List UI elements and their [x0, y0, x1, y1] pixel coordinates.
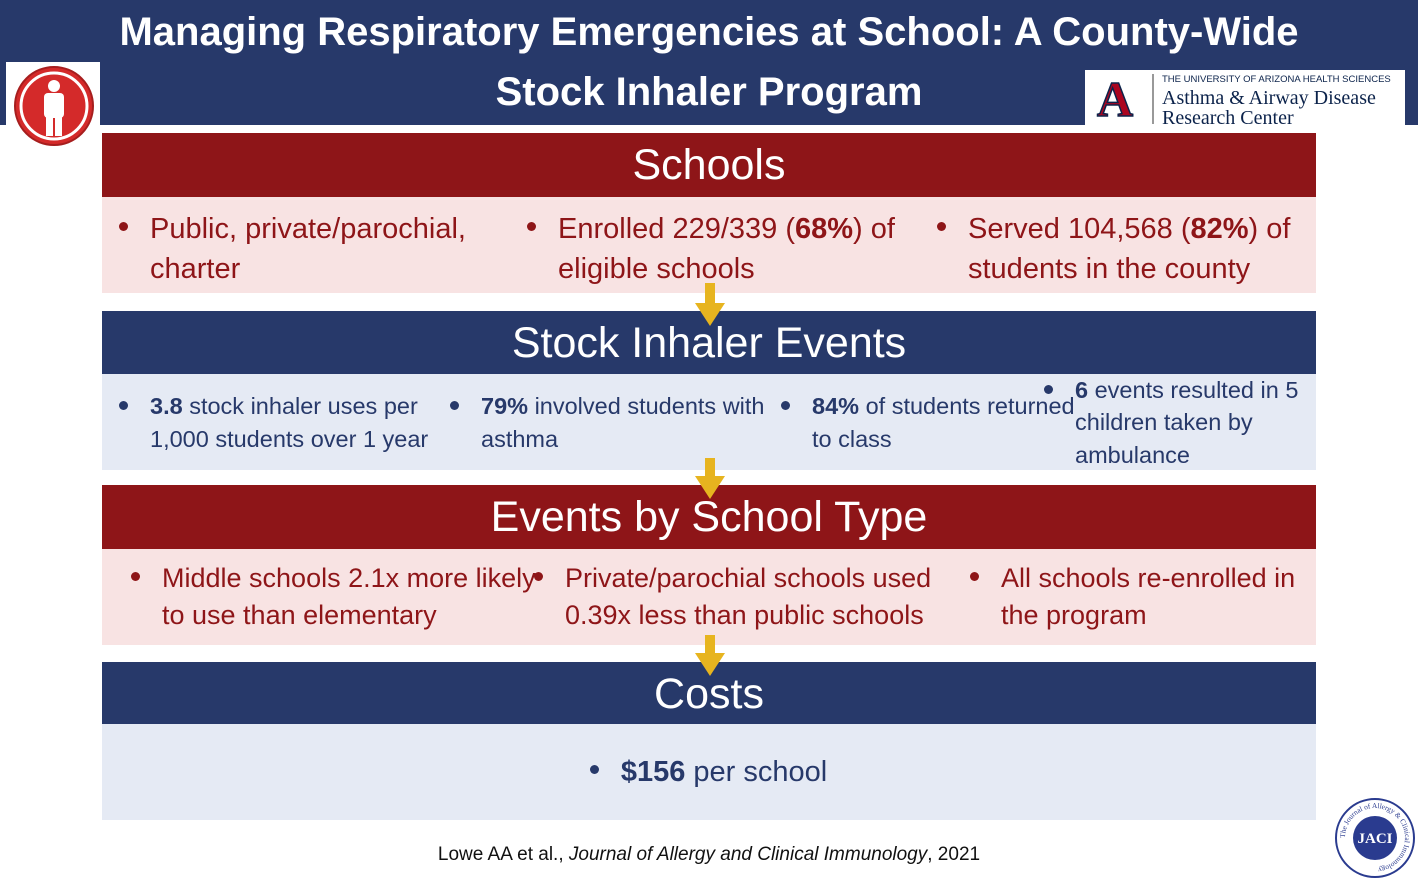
text-run: events resulted in 5 children taken by a…	[1075, 377, 1299, 468]
text-run: of students returned to class	[812, 393, 1075, 452]
text-run: 84%	[812, 393, 860, 420]
journal-badge: JACI The Journal of Allergy & Clinical I…	[1335, 798, 1415, 878]
text-run: stock inhaler uses per 1,000 students ov…	[150, 393, 429, 452]
bullet-item: 3.8 stock inhaler uses per 1,000 student…	[119, 390, 481, 455]
text-run: Lowe AA et al.,	[437, 844, 569, 865]
text-run: Private/parochial schools used 0.39x les…	[565, 562, 932, 630]
logo-line: THE UNIVERSITY OF ARIZONA HEALTH SCIENCE…	[1162, 74, 1391, 85]
person-icon	[6, 62, 100, 148]
text-run: 79%	[481, 393, 529, 420]
arrows	[695, 283, 725, 676]
logo-svg: A THE UNIVERSITY OF ARIZONA HEALTH SCIEN…	[1096, 70, 1391, 129]
text-run: 3.8	[150, 393, 183, 420]
bullet-item: 6 events resulted in 5 children taken by…	[1044, 374, 1316, 471]
text-run: 6	[1075, 377, 1089, 403]
bullet-item: Middle schools 2.1x more likely to use t…	[131, 560, 565, 635]
section-body: Public, private/parochial, charter Enroll…	[102, 197, 1316, 293]
text-run: , 2021	[927, 844, 981, 865]
logo-letter: A	[1097, 71, 1133, 126]
bullet-item: Served 104,568 (82%) of students in the …	[937, 209, 1316, 289]
university-logo: A THE UNIVERSITY OF ARIZONA HEALTH SCIEN…	[1085, 70, 1405, 129]
bullet-item: 79% involved students with asthma	[450, 390, 812, 455]
text-run: ) of eligible schools	[558, 213, 895, 286]
text-run: 68%	[795, 213, 854, 245]
text-run: Enrolled 229/339 (	[558, 213, 795, 245]
bullet-item: Public, private/parochial, charter	[119, 209, 558, 289]
section-title: Costs	[102, 662, 1316, 726]
citation: Lowe AA et al., Journal of Allergy and C…	[0, 844, 1418, 866]
section-body: $156 per school	[102, 724, 1316, 820]
bullet-item: $156 per school	[589, 752, 828, 792]
person-svg	[14, 66, 94, 146]
section-body: Middle schools 2.1x more likely to use t…	[102, 549, 1316, 645]
title-line: Managing Respiratory Emergencies at Scho…	[119, 10, 1299, 54]
section-title: Schools	[102, 133, 1316, 197]
title-line: Stock Inhaler Program	[495, 70, 923, 114]
text-run: per school	[685, 755, 828, 788]
section-body: 3.8 stock inhaler uses per 1,000 student…	[102, 374, 1316, 470]
text-run: Public, private/parochial, charter	[150, 213, 466, 286]
text-run: Served 104,568 (	[968, 213, 1191, 245]
logo-line: Research Center	[1162, 107, 1294, 126]
text-run: Middle schools 2.1x more likely to use t…	[162, 562, 536, 630]
text-run: ) of students in the county	[968, 213, 1291, 286]
badge-abbr: JACI	[1357, 831, 1392, 847]
text-run: involved students with asthma	[481, 393, 765, 452]
text-run: 82%	[1190, 213, 1249, 245]
text-run: All schools re-enrolled in the program	[1001, 562, 1296, 630]
bullet-item: All schools re-enrolled in the program	[970, 560, 1316, 635]
bullet-item: 84% of students returned to class	[781, 390, 1075, 455]
bullet-item: Enrolled 229/339 (68%) of eligible schoo…	[527, 209, 968, 289]
text-run: $156	[620, 755, 686, 788]
bullet-item: Private/parochial schools used 0.39x les…	[534, 560, 1001, 635]
logo-line: Asthma & Airway Disease	[1162, 87, 1376, 109]
text-run: Journal of Allergy and Clinical Immunolo…	[568, 844, 928, 865]
